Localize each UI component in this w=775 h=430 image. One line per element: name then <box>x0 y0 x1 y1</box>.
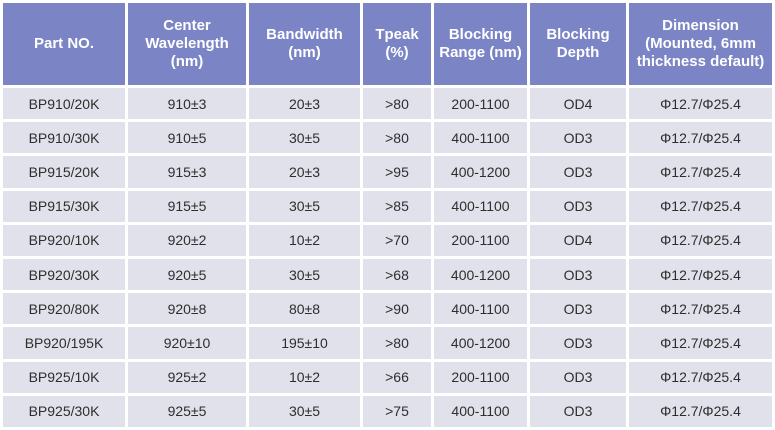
cell-bandwidth: 195±10 <box>249 327 360 359</box>
cell-bandwidth: 10±2 <box>249 224 360 256</box>
cell-bandwidth: 30±5 <box>249 395 360 427</box>
cell-bandwidth: 30±5 <box>249 258 360 291</box>
cell-part-no: BP910/20K <box>3 88 125 120</box>
cell-bandwidth: 30±5 <box>249 122 360 154</box>
table-row: BP925/30K 925±5 30±5 >75 400-1100 OD3 Φ12.7/Φ2… <box>3 395 772 427</box>
cell-tpeak: >70 <box>363 224 431 256</box>
cell-center-wavelength: 925±2 <box>128 361 246 393</box>
cell-blocking-range: 200-1100 <box>434 224 527 256</box>
cell-blocking-range: 400-1200 <box>434 156 527 188</box>
cell-tpeak: >80 <box>363 327 431 359</box>
cell-part-no: BP920/30K <box>3 258 125 291</box>
cell-part-no: BP910/30K <box>3 122 125 154</box>
cell-center-wavelength: 910±5 <box>128 122 246 154</box>
cell-dimension: Φ12.7/Φ25.4 <box>629 88 772 120</box>
cell-blocking-range: 400-1100 <box>434 395 527 427</box>
cell-blocking-depth: OD3 <box>530 361 626 393</box>
cell-bandwidth: 80±8 <box>249 293 360 325</box>
cell-blocking-depth: OD3 <box>530 293 626 325</box>
cell-blocking-depth: OD3 <box>530 122 626 154</box>
cell-center-wavelength: 910±3 <box>128 88 246 120</box>
cell-dimension: Φ12.7/Φ25.4 <box>629 395 772 427</box>
cell-center-wavelength: 920±5 <box>128 258 246 291</box>
cell-dimension: Φ12.7/Φ25.4 <box>629 293 772 325</box>
cell-tpeak: >80 <box>363 88 431 120</box>
cell-dimension: Φ12.7/Φ25.4 <box>629 156 772 188</box>
cell-dimension: Φ12.7/Φ25.4 <box>629 190 772 222</box>
cell-dimension: Φ12.7/Φ25.4 <box>629 258 772 291</box>
cell-blocking-depth: OD3 <box>530 156 626 188</box>
table-row: BP910/20K 910±3 20±3 >80 200-1100 OD4 Φ12.7/Φ2… <box>3 88 772 120</box>
cell-blocking-range: 400-1200 <box>434 258 527 291</box>
cell-dimension: Φ12.7/Φ25.4 <box>629 361 772 393</box>
table-header: Part NO. Center Wavelength (nm) Bandwidt… <box>3 3 772 85</box>
cell-bandwidth: 10±2 <box>249 361 360 393</box>
table-row: BP915/30K 915±5 30±5 >85 400-1100 OD3 Φ12.7/Φ2… <box>3 190 772 222</box>
cell-dimension: Φ12.7/Φ25.4 <box>629 122 772 154</box>
header-row: Part NO. Center Wavelength (nm) Bandwidt… <box>3 3 772 85</box>
cell-dimension: Φ12.7/Φ25.4 <box>629 327 772 359</box>
cell-blocking-depth: OD4 <box>530 88 626 120</box>
cell-blocking-range: 400-1100 <box>434 293 527 325</box>
cell-tpeak: >66 <box>363 361 431 393</box>
cell-dimension: Φ12.7/Φ25.4 <box>629 224 772 256</box>
cell-part-no: BP925/30K <box>3 395 125 427</box>
cell-center-wavelength: 920±2 <box>128 224 246 256</box>
cell-part-no: BP920/10K <box>3 224 125 256</box>
cell-blocking-range: 200-1100 <box>434 88 527 120</box>
cell-blocking-depth: OD3 <box>530 258 626 291</box>
column-header-blocking-depth: Blocking Depth <box>530 3 626 85</box>
column-header-blocking-range: Blocking Range (nm) <box>434 3 527 85</box>
cell-blocking-range: 400-1200 <box>434 327 527 359</box>
table-row: BP920/195K 920±10 195±10 >80 400-1200 OD3 Φ12.… <box>3 327 772 359</box>
cell-tpeak: >85 <box>363 190 431 222</box>
cell-blocking-range: 400-1100 <box>434 190 527 222</box>
table-row: BP915/20K 915±3 20±3 >95 400-1200 OD3 Φ12.7/Φ2… <box>3 156 772 188</box>
table-row: BP910/30K 910±5 30±5 >80 400-1100 OD3 Φ12.7/Φ2… <box>3 122 772 154</box>
cell-center-wavelength: 925±5 <box>128 395 246 427</box>
table-body: BP910/20K 910±3 20±3 >80 200-1100 OD4 Φ12.7/Φ2… <box>3 88 772 427</box>
cell-center-wavelength: 915±3 <box>128 156 246 188</box>
cell-blocking-depth: OD3 <box>530 395 626 427</box>
cell-blocking-depth: OD3 <box>530 190 626 222</box>
column-header-tpeak: Tpeak (%) <box>363 3 431 85</box>
cell-blocking-depth: OD4 <box>530 224 626 256</box>
cell-part-no: BP915/20K <box>3 156 125 188</box>
cell-center-wavelength: 915±5 <box>128 190 246 222</box>
table-row: BP920/80K 920±8 80±8 >90 400-1100 OD3 Φ12.7/Φ2… <box>3 293 772 325</box>
column-header-dimension: Dimension (Mounted, 6mm thickness defaul… <box>629 3 772 85</box>
table-row: BP925/10K 925±2 10±2 >66 200-1100 OD3 Φ12.7/Φ2… <box>3 361 772 393</box>
cell-bandwidth: 30±5 <box>249 190 360 222</box>
cell-tpeak: >75 <box>363 395 431 427</box>
cell-tpeak: >80 <box>363 122 431 154</box>
column-header-center-wavelength: Center Wavelength (nm) <box>128 3 246 85</box>
table-row: BP920/30K 920±5 30±5 >68 400-1200 OD3 Φ12.7/Φ2… <box>3 258 772 291</box>
cell-center-wavelength: 920±10 <box>128 327 246 359</box>
cell-part-no: BP920/80K <box>3 293 125 325</box>
cell-tpeak: >90 <box>363 293 431 325</box>
cell-blocking-depth: OD3 <box>530 327 626 359</box>
cell-part-no: BP925/10K <box>3 361 125 393</box>
cell-blocking-range: 200-1100 <box>434 361 527 393</box>
cell-center-wavelength: 920±8 <box>128 293 246 325</box>
column-header-part-no: Part NO. <box>3 3 125 85</box>
cell-tpeak: >68 <box>363 258 431 291</box>
table-row: BP920/10K 920±2 10±2 >70 200-1100 OD4 Φ12.7/Φ2… <box>3 224 772 256</box>
cell-bandwidth: 20±3 <box>249 156 360 188</box>
cell-tpeak: >95 <box>363 156 431 188</box>
cell-blocking-range: 400-1100 <box>434 122 527 154</box>
cell-part-no: BP915/30K <box>3 190 125 222</box>
column-header-bandwidth: Bandwidth (nm) <box>249 3 360 85</box>
cell-bandwidth: 20±3 <box>249 88 360 120</box>
cell-part-no: BP920/195K <box>3 327 125 359</box>
